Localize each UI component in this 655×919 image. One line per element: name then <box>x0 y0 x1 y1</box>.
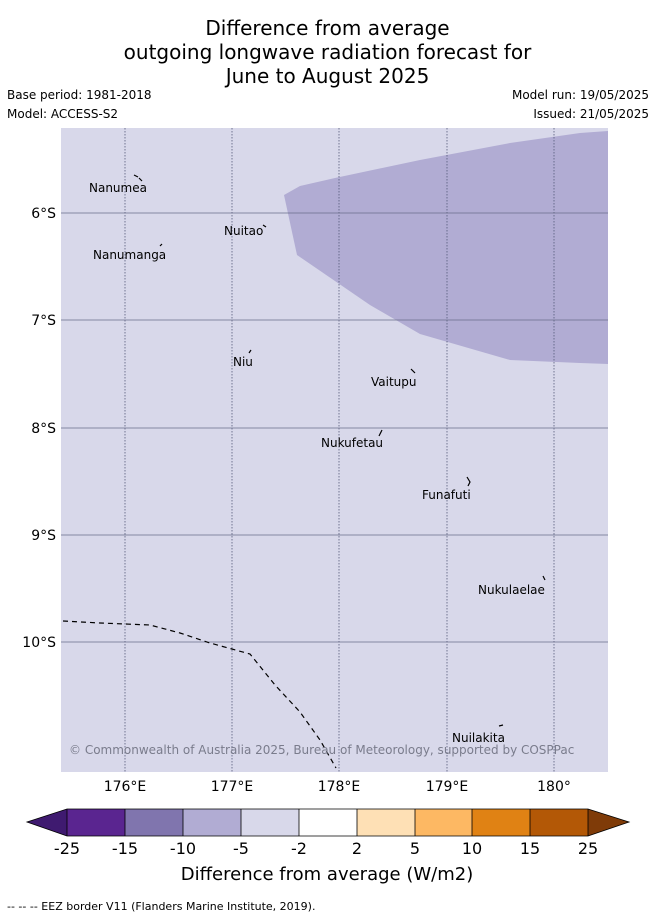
island-nukufetau-shape <box>378 429 383 437</box>
colorbar-bin-9 <box>530 809 588 836</box>
title-line-2: outgoing longwave radiation forecast for <box>123 40 532 64</box>
parallel-lines <box>61 212 608 643</box>
colorbar-tick: 15 <box>520 839 540 858</box>
lon-tick-177e: 177°E <box>211 779 254 795</box>
lon-tick-178e: 178°E <box>318 779 361 795</box>
model-name: Model: ACCESS-S2 <box>7 107 119 121</box>
lon-tick-180: 180° <box>537 779 571 795</box>
colorbar <box>25 808 631 837</box>
model-run: Model run: 19/05/2025 <box>511 88 649 102</box>
colorbar-tick: -15 <box>112 839 138 858</box>
longitude-tick-labels: 176°E 177°E 178°E 179°E 180° <box>104 779 571 795</box>
island-shapes <box>133 174 546 727</box>
island-nuilakita-shape <box>498 724 504 727</box>
colorbar-bin-7 <box>415 809 472 836</box>
lon-tick-179e: 179°E <box>426 779 469 795</box>
meridian-lines <box>124 128 555 772</box>
lat-tick-6s: 6°S <box>31 206 56 222</box>
colorbar-bin-5 <box>299 809 357 836</box>
island-nuitao-shape <box>262 224 267 228</box>
colorbar-bin-1 <box>67 809 125 836</box>
colorbar-bin-3 <box>183 809 241 836</box>
colorbar-title: Difference from average (W/m2) <box>181 864 473 885</box>
colorbar-tick: 2 <box>352 839 362 858</box>
island-nanumanga-shape <box>159 243 163 247</box>
island-labels: Nanumea Nuitao Nanumanga Niu Vaitupu Nuk… <box>89 181 545 745</box>
island-funafuti-shape <box>466 476 471 487</box>
eez-footnote: -- -- -- EEZ border V11 (Flanders Marine… <box>7 900 316 913</box>
map-title: Difference from average outgoing longwav… <box>0 16 655 88</box>
colorbar-tick: -2 <box>291 839 307 858</box>
colorbar-tick: 5 <box>410 839 420 858</box>
colorbar-low-extension <box>27 809 67 836</box>
island-vaitupu-shape <box>410 368 416 374</box>
colorbar-bin-4 <box>241 809 299 836</box>
island-niu-shape <box>248 349 252 354</box>
island-label-nanumea: Nanumea <box>89 181 147 195</box>
island-label-vaitupu: Vaitupu <box>371 375 417 389</box>
lat-tick-7s: 7°S <box>31 313 56 329</box>
island-label-nukulaelae: Nukulaelae <box>478 583 545 597</box>
base-period: Base period: 1981-2018 <box>7 88 152 102</box>
issued-date: Issued: 21/05/2025 <box>533 107 649 121</box>
island-label-nukufetau: Nukufetau <box>321 436 383 450</box>
island-nanumea-shape <box>133 174 143 182</box>
colorbar-tick: -5 <box>233 839 249 858</box>
colorbar-high-extension <box>588 809 629 836</box>
title-line-3: June to August 2025 <box>225 64 430 88</box>
colorbar-dividers <box>66 809 589 836</box>
colorbar-bin-2 <box>125 809 183 836</box>
island-label-nanumanga: Nanumanga <box>93 248 166 262</box>
copyright-notice: © Commonwealth of Australia 2025, Bureau… <box>69 743 574 757</box>
colorbar-tick: -25 <box>54 839 80 858</box>
title-line-1: Difference from average <box>205 16 450 40</box>
island-label-nuilakita: Nuilakita <box>452 731 505 745</box>
island-label-nuitao: Nuitao <box>224 224 263 238</box>
anomaly-region <box>284 131 608 364</box>
latitude-tick-labels: 6°S 7°S 8°S 9°S 10°S <box>22 206 56 651</box>
colorbar-bin-6 <box>357 809 415 836</box>
colorbar-tick: 10 <box>462 839 482 858</box>
colorbar-tick: 25 <box>578 839 598 858</box>
lat-tick-10s: 10°S <box>22 635 56 651</box>
lat-tick-8s: 8°S <box>31 421 56 437</box>
island-nukulaelae-shape <box>542 575 546 581</box>
colorbar-tick-labels: -25 -15 -10 -5 -2 2 5 10 15 25 <box>54 839 598 858</box>
colorbar-tick: -10 <box>170 839 196 858</box>
island-label-niu: Niu <box>233 355 253 369</box>
colorbar-bin-8 <box>472 809 530 836</box>
island-label-funafuti: Funafuti <box>422 488 471 502</box>
lat-tick-9s: 9°S <box>31 528 56 544</box>
lon-tick-176e: 176°E <box>104 779 147 795</box>
